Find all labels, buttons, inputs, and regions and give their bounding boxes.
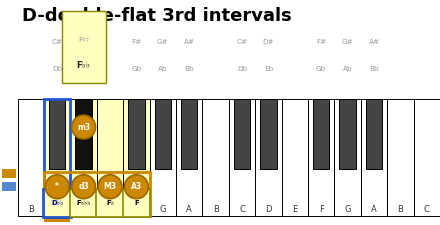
Text: Db: Db: [237, 66, 247, 72]
Text: D♭♭: D♭♭: [51, 200, 63, 206]
Text: G: G: [160, 205, 166, 214]
FancyBboxPatch shape: [44, 189, 71, 217]
Text: D: D: [81, 205, 87, 214]
Text: Gb: Gb: [316, 66, 326, 72]
Text: Eb: Eb: [264, 66, 273, 72]
Bar: [97, 99, 123, 216]
Ellipse shape: [72, 175, 95, 199]
Bar: [260, 99, 277, 169]
Bar: [128, 99, 145, 169]
Text: F♯♯: F♯♯: [78, 37, 89, 43]
Text: D#: D#: [263, 39, 274, 45]
Bar: [255, 99, 282, 216]
Text: C: C: [424, 205, 430, 214]
Bar: [2, 169, 16, 178]
Text: F♭♭: F♭♭: [77, 61, 91, 70]
Text: F: F: [319, 205, 324, 214]
Bar: [308, 99, 334, 216]
Bar: [70, 99, 97, 216]
Bar: [229, 99, 255, 216]
Text: D: D: [265, 205, 271, 214]
Text: C#: C#: [51, 39, 63, 45]
Bar: [282, 99, 308, 216]
Text: F♭: F♭: [106, 200, 114, 206]
Bar: [44, 99, 70, 216]
FancyBboxPatch shape: [70, 189, 97, 217]
Text: F: F: [134, 205, 139, 214]
Bar: [313, 99, 330, 169]
Bar: [44, 171, 150, 216]
Bar: [361, 99, 387, 216]
Bar: [181, 99, 198, 169]
Ellipse shape: [98, 175, 122, 199]
Bar: [2, 182, 16, 191]
Ellipse shape: [72, 115, 95, 139]
Bar: [123, 99, 150, 216]
Text: C: C: [239, 205, 245, 214]
Text: G: G: [345, 205, 351, 214]
Bar: [44, 216, 70, 222]
Bar: [150, 99, 176, 216]
FancyBboxPatch shape: [123, 189, 150, 217]
Text: d3: d3: [78, 182, 89, 191]
Text: A: A: [371, 205, 377, 214]
Bar: [366, 99, 382, 169]
Text: Gb: Gb: [131, 66, 142, 72]
Text: m3: m3: [77, 123, 90, 132]
Bar: [234, 99, 250, 169]
Bar: [414, 99, 440, 216]
Text: F♭♭♭: F♭♭♭: [77, 200, 91, 206]
Text: A#: A#: [183, 39, 195, 45]
Bar: [387, 99, 414, 216]
Text: B: B: [213, 205, 219, 214]
Text: Bb: Bb: [184, 66, 194, 72]
Text: Bb: Bb: [369, 66, 379, 72]
Text: G#: G#: [157, 39, 169, 45]
Text: M3: M3: [103, 182, 117, 191]
Text: *: *: [55, 182, 59, 191]
Text: E: E: [107, 205, 113, 214]
Bar: [334, 99, 361, 216]
Text: C#: C#: [236, 39, 248, 45]
Text: C: C: [54, 205, 60, 214]
Bar: [176, 99, 202, 216]
Text: basicmusictheory.com: basicmusictheory.com: [6, 75, 11, 141]
Text: Ab: Ab: [343, 66, 352, 72]
Text: A: A: [186, 205, 192, 214]
Text: Db: Db: [52, 66, 62, 72]
Bar: [44, 99, 70, 216]
Bar: [202, 99, 229, 216]
Bar: [18, 99, 44, 216]
Text: A#: A#: [368, 39, 380, 45]
Text: D-double-flat 3rd intervals: D-double-flat 3rd intervals: [22, 7, 292, 25]
Text: B: B: [28, 205, 34, 214]
FancyBboxPatch shape: [62, 11, 106, 83]
Text: Ab: Ab: [158, 66, 168, 72]
Text: F#: F#: [131, 39, 142, 45]
Bar: [339, 99, 356, 169]
Text: B: B: [397, 205, 403, 214]
Ellipse shape: [125, 175, 148, 199]
Text: F: F: [134, 200, 139, 206]
Text: E: E: [292, 205, 297, 214]
Bar: [49, 99, 66, 169]
Bar: [75, 99, 92, 169]
Text: G#: G#: [342, 39, 353, 45]
Text: F#: F#: [316, 39, 326, 45]
FancyBboxPatch shape: [96, 189, 124, 217]
Bar: [154, 99, 171, 169]
Text: A3: A3: [131, 182, 142, 191]
Ellipse shape: [45, 175, 69, 199]
